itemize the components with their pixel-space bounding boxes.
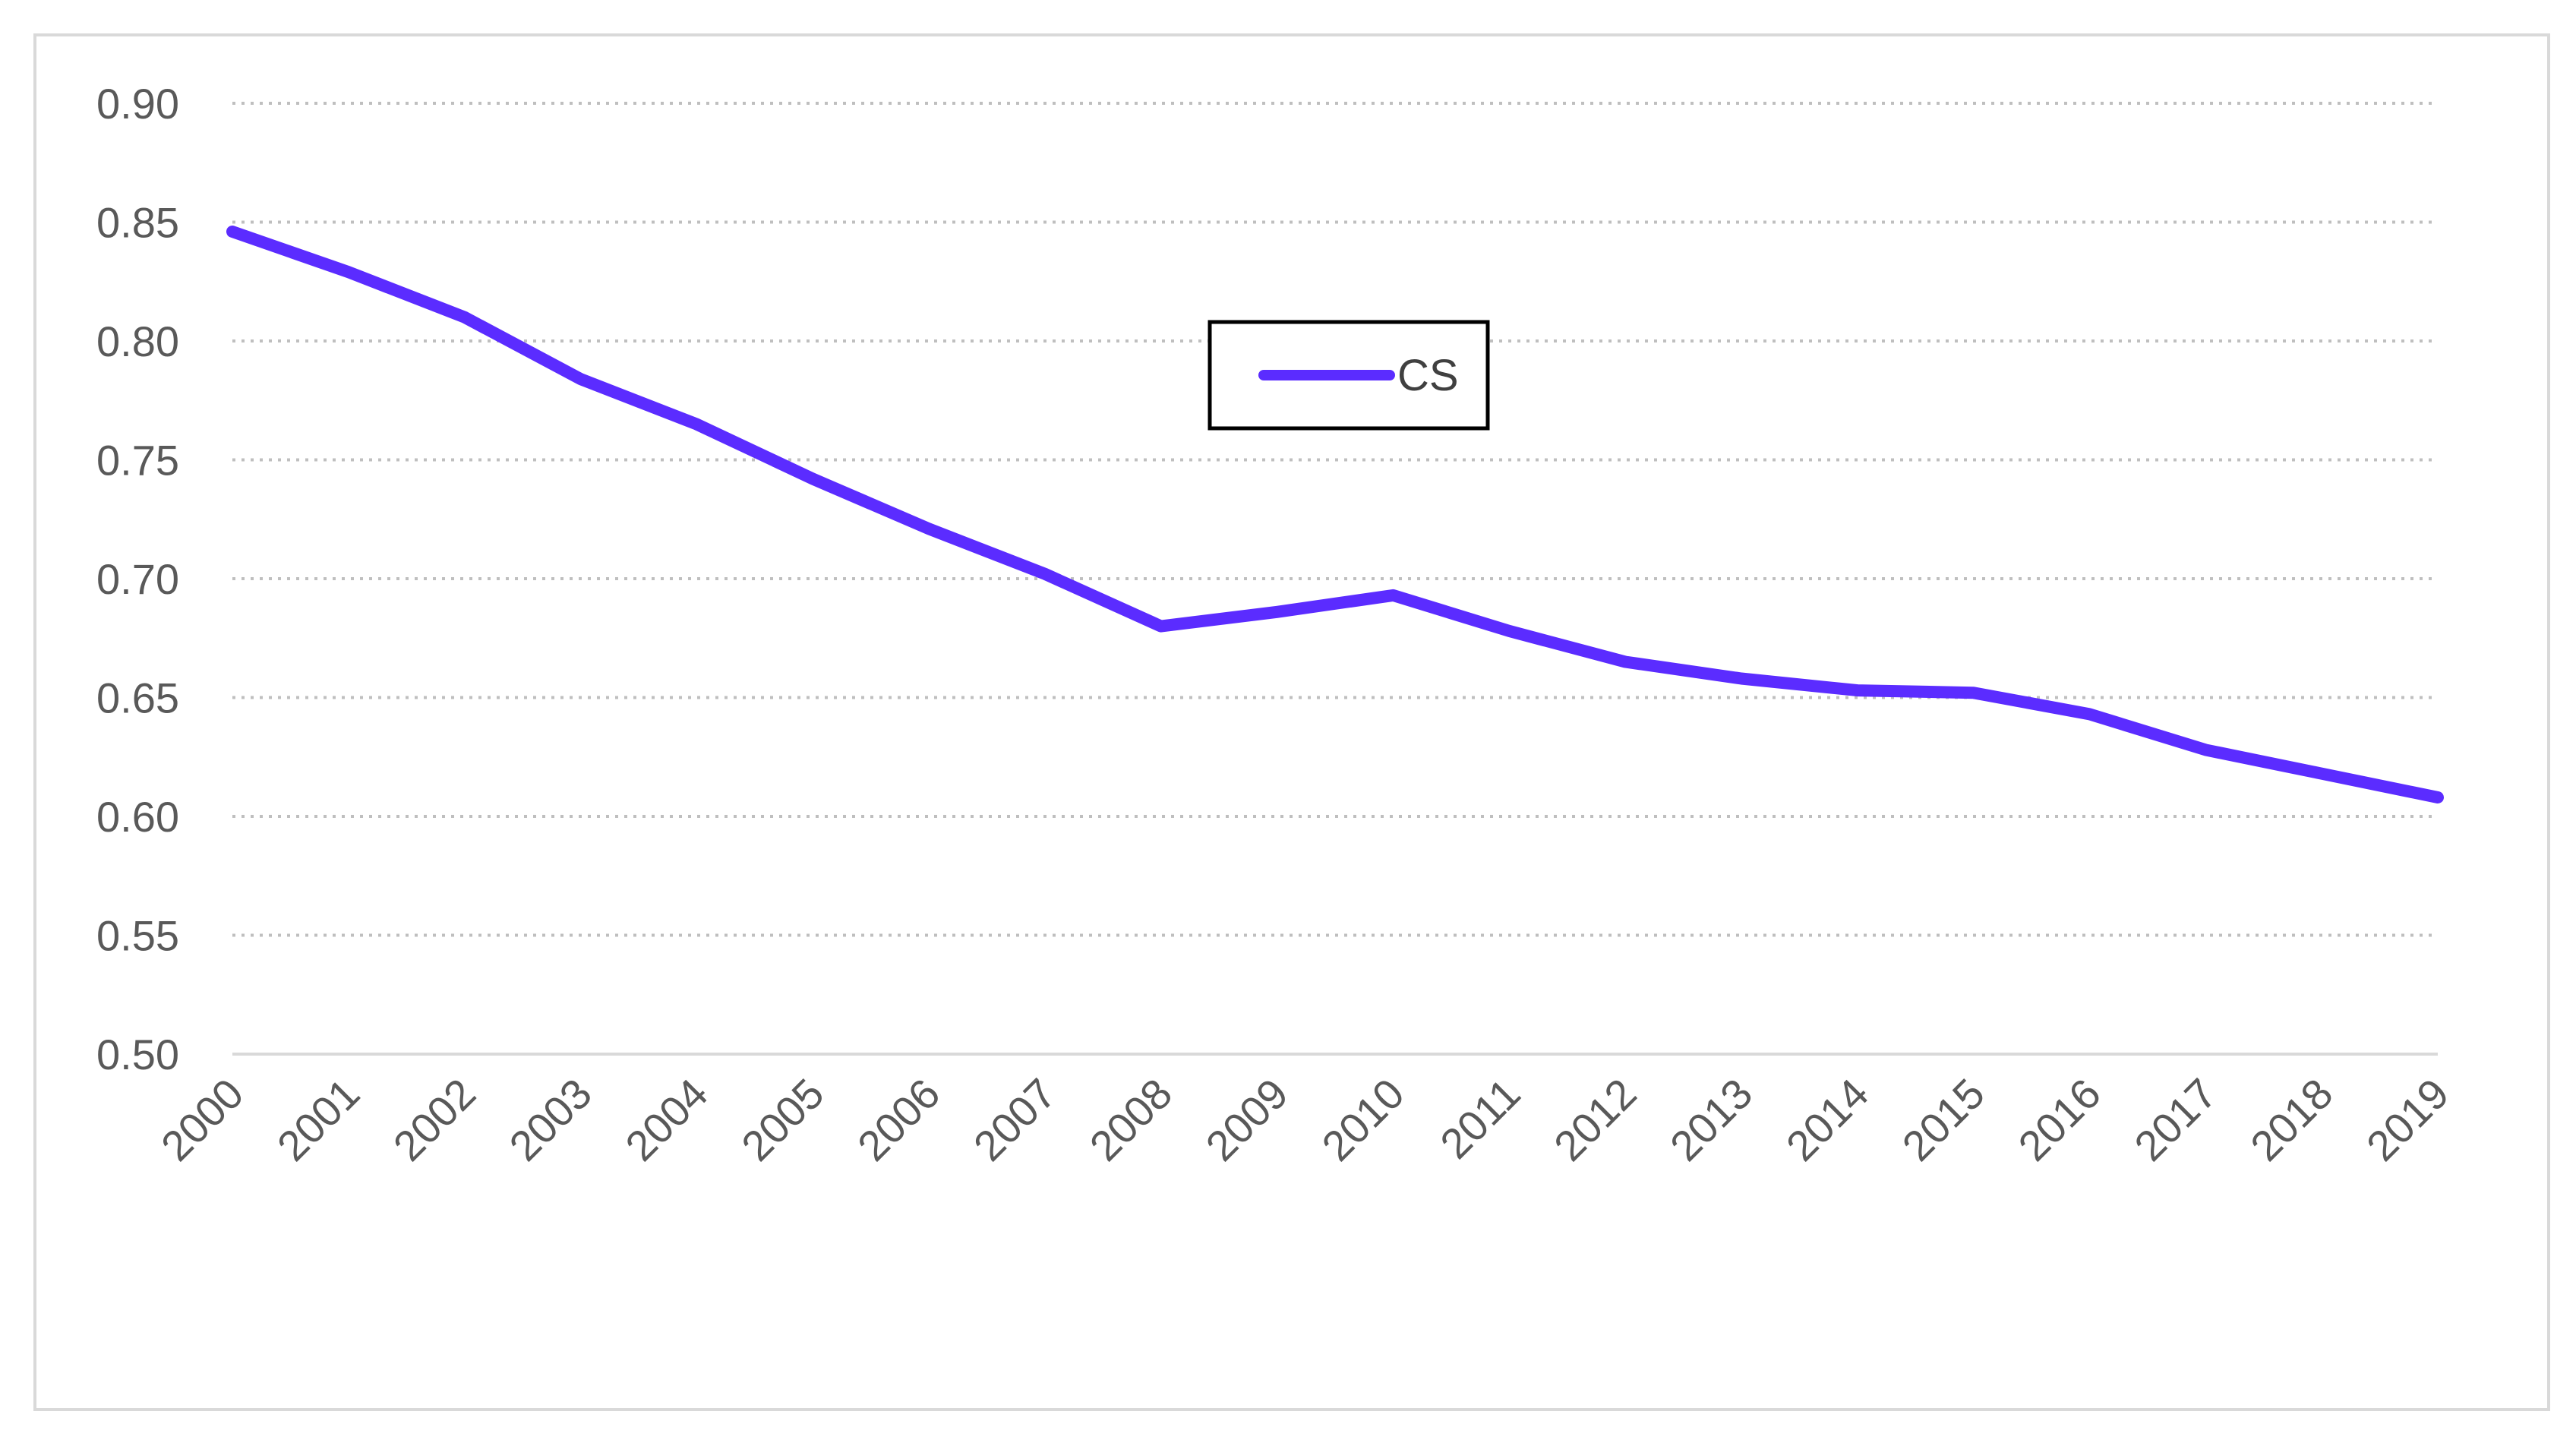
- x-tick-label: 2015: [1893, 1069, 1994, 1170]
- x-tick-label: 2012: [1545, 1069, 1646, 1170]
- x-tick-label: 2000: [152, 1069, 253, 1170]
- x-tick-label: 2001: [268, 1069, 369, 1170]
- gridlines: [232, 102, 2438, 1056]
- legend: CS: [1208, 320, 1490, 431]
- y-tick-label: 0.65: [96, 674, 179, 722]
- x-axis-ticks: 2000 2001 2002 2003 2004 2005 2006 2007 2008 2009…: [152, 1069, 2458, 1170]
- y-tick-label: 0.55: [96, 912, 179, 960]
- y-tick-label: 0.75: [96, 437, 179, 485]
- x-tick-label: 2014: [1777, 1069, 1878, 1170]
- x-tick-label: 2002: [384, 1069, 485, 1170]
- legend-label-cs: CS: [1397, 351, 1459, 400]
- x-tick-label: 2016: [2009, 1069, 2110, 1170]
- y-tick-label: 0.85: [96, 199, 179, 247]
- x-tick-label: 2004: [616, 1069, 717, 1170]
- x-tick-label: 2010: [1312, 1069, 1413, 1170]
- x-tick-label: 2007: [964, 1069, 1065, 1170]
- series-line-cs: [226, 226, 2444, 803]
- y-tick-label: 0.60: [96, 793, 179, 841]
- x-tick-label: 2013: [1661, 1069, 1762, 1170]
- x-tick-label: 2019: [2357, 1069, 2458, 1170]
- y-axis-ticks: 0.90 0.85 0.80 0.75 0.70 0.65 0.60 0.55 0.50: [96, 80, 179, 1078]
- x-tick-label: 2017: [2125, 1069, 2226, 1170]
- x-tick-label: 2018: [2241, 1069, 2342, 1170]
- y-tick-label: 0.80: [96, 317, 179, 365]
- x-tick-label: 2009: [1196, 1069, 1297, 1170]
- x-tick-label: 2006: [848, 1069, 949, 1170]
- y-tick-label: 0.90: [96, 80, 179, 128]
- x-tick-label: 2008: [1081, 1069, 1182, 1170]
- x-tick-label: 2005: [732, 1069, 833, 1170]
- series-layer: [226, 226, 2444, 803]
- x-tick-label: 2003: [500, 1069, 601, 1170]
- y-tick-label: 0.70: [96, 555, 179, 603]
- y-tick-label: 0.50: [96, 1031, 179, 1078]
- x-tick-label: 2011: [1431, 1069, 1530, 1168]
